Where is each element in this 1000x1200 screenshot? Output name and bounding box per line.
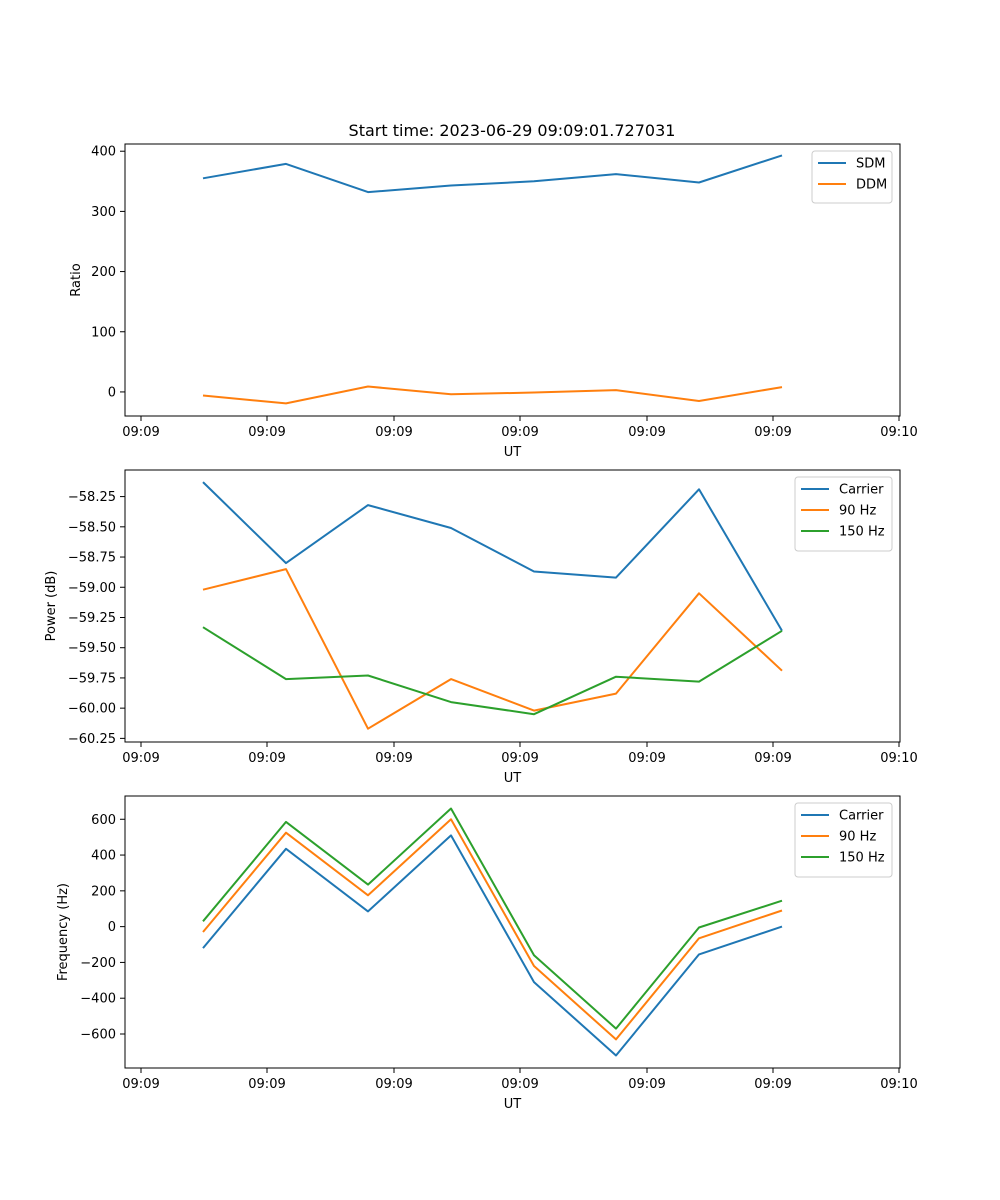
series-line-150-hz xyxy=(202,626,783,716)
y-tick-label: −400 xyxy=(80,992,116,1007)
y-axis-label: Ratio xyxy=(69,263,84,296)
y-tick-label: 400 xyxy=(91,145,116,160)
x-tick-label: 09:09 xyxy=(628,425,665,440)
x-tick-label: 09:09 xyxy=(248,425,285,440)
x-tick-label: 09:09 xyxy=(501,751,538,766)
y-tick-label: −600 xyxy=(80,1028,116,1043)
chart-panel-power: Power (dB) UT 09:09 09:09 09:09 09:09 09:09 0… xyxy=(44,469,918,786)
series-line-ddm xyxy=(202,385,783,405)
x-tick-label: 09:09 xyxy=(122,425,159,440)
x-tick-label: 09:09 xyxy=(628,1077,665,1092)
y-tick-label: 100 xyxy=(91,325,116,340)
series-line-sdm xyxy=(202,154,783,194)
series-line-carrier xyxy=(202,834,783,1057)
x-tick-label: 09:09 xyxy=(754,1077,791,1092)
legend: Carrier 90 Hz 150 Hz xyxy=(794,802,893,878)
legend-label: Carrier xyxy=(839,483,884,498)
legend-label: 90 Hz xyxy=(839,504,876,519)
x-tick-label: 09:09 xyxy=(628,751,665,766)
legend-label: Carrier xyxy=(839,809,884,824)
legend-label: 90 Hz xyxy=(839,830,876,845)
x-tick-label: 09:09 xyxy=(248,751,285,766)
legend-frame xyxy=(794,476,893,552)
x-tick-label: 09:09 xyxy=(754,425,791,440)
legend-label: DDM xyxy=(856,178,887,193)
y-tick-label: −59.75 xyxy=(68,671,116,686)
x-tick-label: 09:09 xyxy=(248,1077,285,1092)
x-tick-label: 09:09 xyxy=(754,751,791,766)
y-tick-label: −60.25 xyxy=(68,732,116,747)
y-tick-label: 200 xyxy=(91,265,116,280)
y-tick-label: −58.75 xyxy=(68,551,116,566)
x-tick-label: 09:10 xyxy=(880,1077,917,1092)
series-line-150-hz xyxy=(202,807,783,1030)
x-tick-label: 09:09 xyxy=(122,751,159,766)
y-tick-label: −58.25 xyxy=(68,490,116,505)
chart-panel-frequency: Frequency (Hz) UT 09:09 09:09 09:09 09:09 09… xyxy=(56,795,918,1112)
y-tick-label: 400 xyxy=(91,849,116,864)
legend-label: SDM xyxy=(856,157,885,172)
y-tick-label: 600 xyxy=(91,813,116,828)
x-axis-label: UT xyxy=(504,445,522,460)
x-tick-label: 09:09 xyxy=(122,1077,159,1092)
y-tick-label: −58.50 xyxy=(68,520,116,535)
legend: Carrier 90 Hz 150 Hz xyxy=(794,476,893,552)
y-axis-label: Frequency (Hz) xyxy=(56,883,71,981)
y-tick-label: −59.25 xyxy=(68,611,116,626)
y-tick-label: −60.00 xyxy=(68,702,116,717)
axes-frame xyxy=(124,795,901,1069)
y-axis-label: Power (dB) xyxy=(44,571,59,642)
y-tick-label: 300 xyxy=(91,205,116,220)
series-line-90-hz xyxy=(202,568,783,730)
x-tick-label: 09:09 xyxy=(501,1077,538,1092)
axes-frame xyxy=(124,143,901,417)
series-line-carrier xyxy=(202,481,783,632)
x-tick-label: 09:09 xyxy=(375,1077,412,1092)
y-tick-label: 200 xyxy=(91,884,116,899)
x-tick-label: 09:09 xyxy=(501,425,538,440)
y-tick-label: −200 xyxy=(80,956,116,971)
legend: SDM DDM xyxy=(811,150,893,204)
x-axis-label: UT xyxy=(504,1097,522,1112)
x-tick-label: 09:09 xyxy=(375,751,412,766)
axes-frame xyxy=(124,469,901,743)
legend-label: 150 Hz xyxy=(839,525,885,540)
chart-panel-ratio: Start time: 2023-06-29 09:09:01.727031 R… xyxy=(69,121,918,460)
y-tick-label: 0 xyxy=(108,385,116,400)
x-tick-label: 09:10 xyxy=(880,751,917,766)
y-tick-label: 0 xyxy=(108,920,116,935)
series-line-90-hz xyxy=(202,818,783,1041)
chart-title: Start time: 2023-06-29 09:09:01.727031 xyxy=(349,121,676,140)
legend-frame xyxy=(794,802,893,878)
x-tick-label: 09:10 xyxy=(880,425,917,440)
legend-label: 150 Hz xyxy=(839,851,885,866)
x-tick-label: 09:09 xyxy=(375,425,412,440)
x-axis-label: UT xyxy=(504,771,522,786)
y-tick-label: −59.00 xyxy=(68,581,116,596)
y-tick-label: −59.50 xyxy=(68,641,116,656)
